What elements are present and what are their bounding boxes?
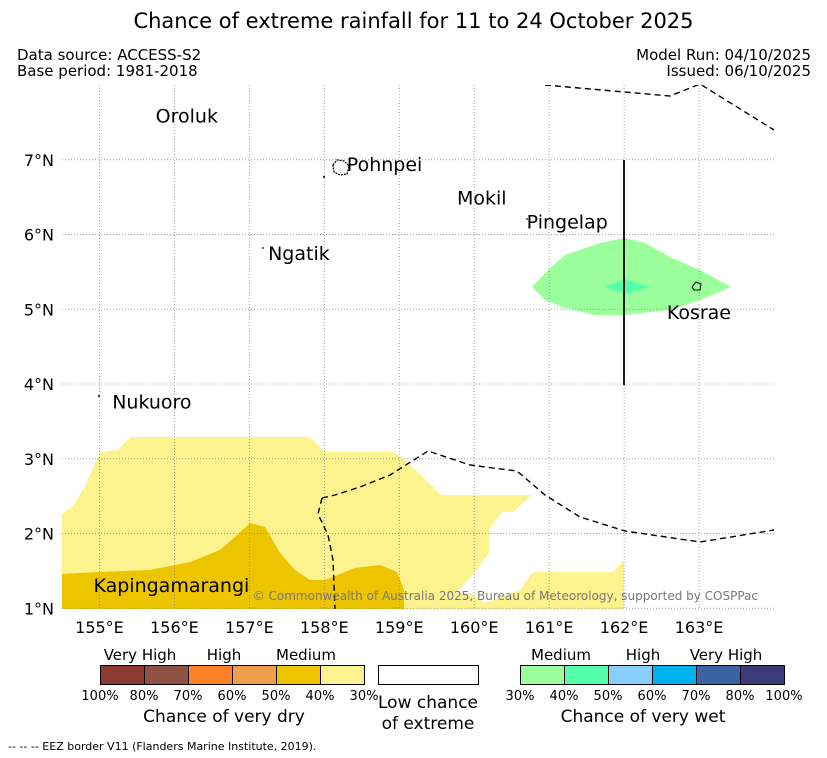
dry-colorbar-tick-label: 80% <box>129 689 159 704</box>
dry-colorbar-swatch <box>100 665 145 685</box>
wet-colorbar-swatch <box>696 665 741 685</box>
wet-colorbar-swatch <box>520 665 565 685</box>
lon-tick-label: 160°E <box>450 618 499 637</box>
issued-date: Issued: 06/10/2025 <box>666 62 811 80</box>
lat-tick-label: 3°N <box>24 450 54 469</box>
dry-category-label: Very High <box>103 646 177 664</box>
dry-colorbar-tick-label: 100% <box>81 689 119 704</box>
dry-category-label: Medium <box>276 646 336 664</box>
data-source: Data source: ACCESS-S2 <box>17 46 202 64</box>
wet-colorbar-tick-label: 40% <box>549 689 579 704</box>
copyright-notice: © Commonwealth of Australia 2025, Bureau… <box>253 589 758 603</box>
dry-colorbar-swatch <box>320 665 365 685</box>
lon-tick-label: 162°E <box>600 618 649 637</box>
dry-colorbar-swatch <box>232 665 277 685</box>
wet-colorbar-swatch <box>740 665 785 685</box>
wet-colorbar-tick-label: 50% <box>593 689 623 704</box>
place-label-kapingamarangi: Kapingamarangi <box>93 575 249 597</box>
lon-tick-label: 163°E <box>675 618 724 637</box>
place-label-pingelap: Pingelap <box>527 212 608 234</box>
model-run: Model Run: 04/10/2025 <box>636 46 811 64</box>
island-dot <box>262 247 264 249</box>
lon-tick-label: 158°E <box>300 618 349 637</box>
eez-border-note: -- -- -- EEZ border V11 (Flanders Marine… <box>8 740 317 753</box>
wet-category-label: High <box>625 646 661 664</box>
lat-tick-label: 7°N <box>24 151 54 170</box>
wet-colorbar-tick-label: 80% <box>725 689 755 704</box>
base-period: Base period: 1981-2018 <box>17 62 198 80</box>
wet-colorbar-swatch <box>608 665 653 685</box>
lon-tick-label: 155°E <box>75 618 124 637</box>
dry-caption: Chance of very dry <box>143 707 305 727</box>
island-dot <box>526 218 528 220</box>
place-label-mokil: Mokil <box>457 188 507 210</box>
place-label-ngatik: Ngatik <box>268 243 330 265</box>
wet-category-label: Medium <box>531 646 591 664</box>
lat-tick-label: 5°N <box>24 300 54 319</box>
dry-colorbar-tick-label: 50% <box>261 689 291 704</box>
wet-colorbar-tick-label: 60% <box>637 689 667 704</box>
low-chance-caption-line1: Low chance <box>378 693 478 713</box>
place-label-kosrae: Kosrae <box>667 302 731 324</box>
lat-tick-label: 2°N <box>24 525 54 544</box>
wet-colorbar-tick-label: 100% <box>765 689 803 704</box>
place-label-pohnpei: Pohnpei <box>347 154 423 176</box>
place-label-oroluk: Oroluk <box>156 105 218 127</box>
dry-colorbar-tick-label: 40% <box>305 689 335 704</box>
wet-category-label: Very High <box>689 646 763 664</box>
low-chance-caption-line2: of extreme <box>381 714 475 734</box>
wet-colorbar-swatch <box>652 665 697 685</box>
lat-tick-label: 6°N <box>24 226 54 245</box>
dry-colorbar-swatch <box>144 665 189 685</box>
low-chance-box <box>378 665 479 685</box>
dry-colorbar-tick-label: 60% <box>217 689 247 704</box>
wet-medium-40-region <box>604 279 650 294</box>
place-label-nukuoro: Nukuoro <box>112 392 191 414</box>
eez-border <box>317 85 774 609</box>
wet-colorbar-tick-label: 30% <box>505 689 535 704</box>
dry-category-label: High <box>206 646 242 664</box>
wet-colorbar-swatch <box>564 665 609 685</box>
lat-tick-label: 4°N <box>24 375 54 394</box>
lat-tick-label: 1°N <box>24 599 54 618</box>
dry-medium-40-region <box>62 523 404 609</box>
dry-colorbar-tick-label: 70% <box>173 689 203 704</box>
island-dot <box>98 395 100 397</box>
wet-colorbar-tick-label: 70% <box>681 689 711 704</box>
dry-colorbar-tick-label: 30% <box>349 689 379 704</box>
wet-medium-30-region <box>532 238 731 315</box>
pohnpei-island-outline <box>332 159 350 176</box>
island-dot <box>323 176 325 178</box>
lon-tick-label: 157°E <box>225 618 274 637</box>
wet-caption: Chance of very wet <box>560 707 726 727</box>
dry-colorbar-swatch <box>276 665 321 685</box>
chart-title: Chance of extreme rainfall for 11 to 24 … <box>133 9 694 33</box>
lon-tick-label: 159°E <box>375 618 424 637</box>
dry-colorbar-swatch <box>188 665 233 685</box>
lon-tick-label: 161°E <box>525 618 574 637</box>
kosrae-island-outline <box>691 281 702 291</box>
lon-tick-label: 156°E <box>150 618 199 637</box>
